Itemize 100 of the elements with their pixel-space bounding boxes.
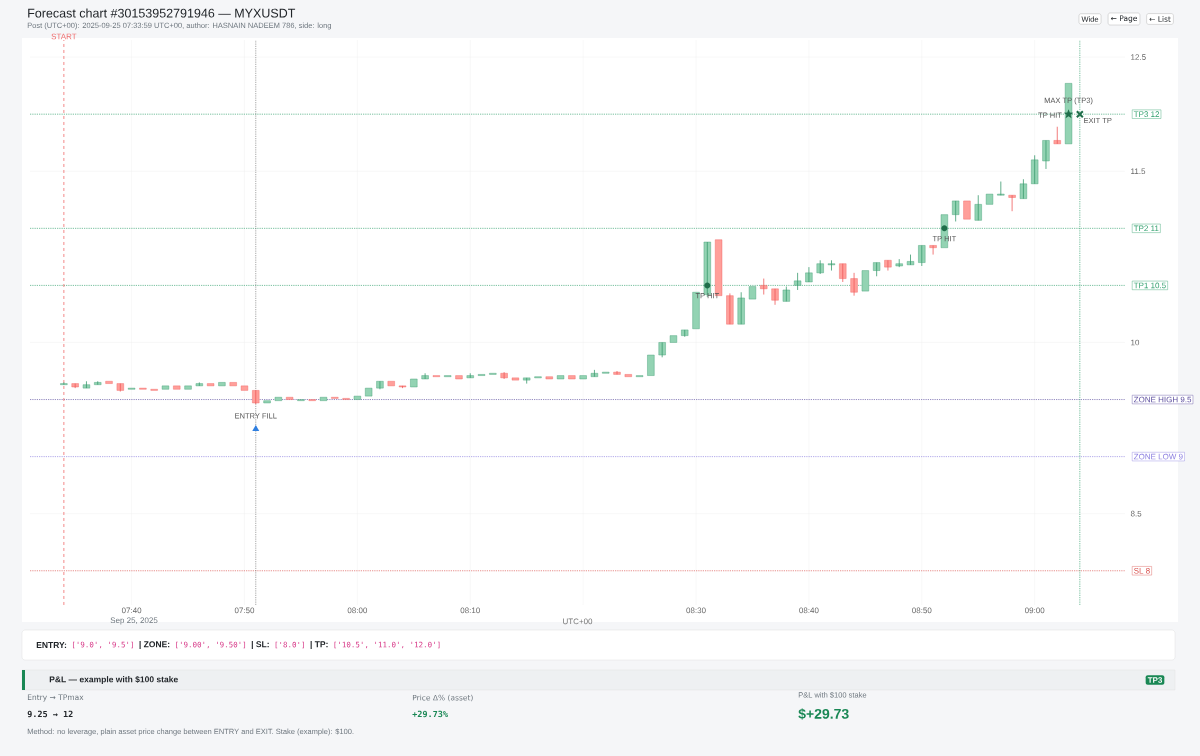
text: Sep 25, 2025 [110, 617, 158, 625]
text: | TP: [310, 640, 328, 650]
candlestick [82, 380, 91, 389]
x-tick-label: 08:30 [686, 607, 706, 614]
candlestick [839, 263, 847, 283]
candlestick [184, 385, 192, 390]
candlestick [760, 278, 768, 295]
candlestick [105, 381, 113, 384]
candlestick [1031, 154, 1039, 185]
candlestick [985, 193, 994, 205]
candlestick [353, 395, 361, 400]
candlestick [139, 387, 147, 390]
candlestick [410, 378, 418, 388]
candlestick [94, 380, 102, 386]
candlestick [997, 181, 1005, 196]
candlestick [128, 387, 136, 390]
x-tick-label: 08:50 [912, 607, 932, 614]
candlestick [816, 259, 824, 275]
text: $+29.73 [798, 708, 849, 720]
candlestick [827, 259, 836, 271]
y-tick-label: 8.5 [1130, 510, 1142, 517]
candlestick [545, 376, 553, 380]
ref-line-label: ZONE HIGH 9.5 [1133, 396, 1192, 403]
candlestick [365, 387, 373, 397]
chart-title: Forecast chart #30153952791946 — MYXUSDT [28, 8, 296, 18]
ref-line-label: TP3 12 [1133, 111, 1160, 118]
candlestick [1019, 178, 1027, 200]
candlestick [240, 385, 249, 391]
y-tick-label: 11.5 [1131, 168, 1146, 175]
x-tick-label: 08:40 [799, 607, 819, 614]
candlestick [906, 254, 915, 266]
candlestick [511, 377, 519, 381]
candlestick [974, 194, 982, 221]
candlestick [737, 291, 745, 325]
candlestick [421, 372, 429, 380]
candlestick [1064, 83, 1073, 145]
candlestick [252, 390, 260, 405]
candlestick [873, 262, 881, 277]
candlestick [748, 286, 757, 300]
candlestick [1008, 194, 1016, 212]
candlestick [263, 400, 271, 404]
ref-line-label: TP2 11 [1133, 225, 1159, 232]
candlestick [376, 380, 384, 390]
text: 9.25 → 12 [27, 710, 73, 718]
candlestick [918, 245, 926, 267]
candlestick [590, 369, 599, 378]
candlestick [218, 382, 226, 387]
candlestick [71, 383, 79, 389]
text: | SL: [251, 640, 269, 650]
candlestick [669, 335, 678, 343]
candlestick [1053, 126, 1061, 145]
ref-line-label: TP1 10.5 [1133, 282, 1166, 289]
candlestick [681, 329, 689, 338]
candlestick [568, 375, 576, 380]
candlestick [805, 266, 813, 283]
candlestick [556, 375, 565, 380]
candlestick [60, 382, 68, 386]
y-tick-label: 12.5 [1131, 54, 1146, 60]
candlestick [884, 259, 892, 271]
candlestick [173, 385, 181, 390]
candlestick [500, 371, 508, 380]
text: ENTRY: [36, 642, 67, 648]
text: P&L — example with $100 stake [49, 675, 178, 685]
y-tick-label: 10 [1131, 339, 1140, 346]
candlestick [207, 383, 215, 387]
candlestick [602, 371, 610, 374]
x-tick-label: 07:50 [234, 607, 255, 614]
x-tick-label: 09:00 [1024, 607, 1045, 614]
candlestick [319, 397, 328, 401]
candlestick [398, 385, 407, 389]
candlestick [195, 382, 203, 387]
candlestick [579, 375, 587, 380]
text: TP3 [1147, 677, 1163, 683]
ref-line-label: START [51, 33, 77, 40]
candlestick [794, 272, 802, 291]
candlestick [658, 342, 666, 358]
text: | ZONE: [139, 640, 170, 650]
x-tick-label: 08:10 [460, 607, 480, 614]
ref-line-label: SL 8 [1134, 567, 1150, 574]
candlestick [963, 200, 971, 220]
candlestick [466, 372, 474, 379]
candlestick [624, 374, 632, 377]
ref-line-label: ZONE LOW 9 [1133, 453, 1183, 460]
candlestick [229, 382, 237, 387]
candlestick [861, 270, 869, 292]
x-tick-label: 07:40 [121, 607, 142, 614]
candlestick [161, 385, 170, 390]
candlestick [116, 383, 124, 392]
candlestick [534, 376, 542, 379]
candlestick [929, 245, 937, 255]
text: +29.73% [412, 710, 448, 718]
candlestick [895, 258, 903, 268]
candlestick [523, 377, 531, 384]
candlestick [782, 286, 790, 302]
x-tick-label: 08:00 [347, 607, 368, 614]
candlestick [771, 288, 779, 306]
candlestick [274, 397, 282, 401]
candlestick [952, 200, 960, 222]
candlestick [613, 370, 621, 375]
x-axis-title: UTC+00 [563, 618, 593, 625]
